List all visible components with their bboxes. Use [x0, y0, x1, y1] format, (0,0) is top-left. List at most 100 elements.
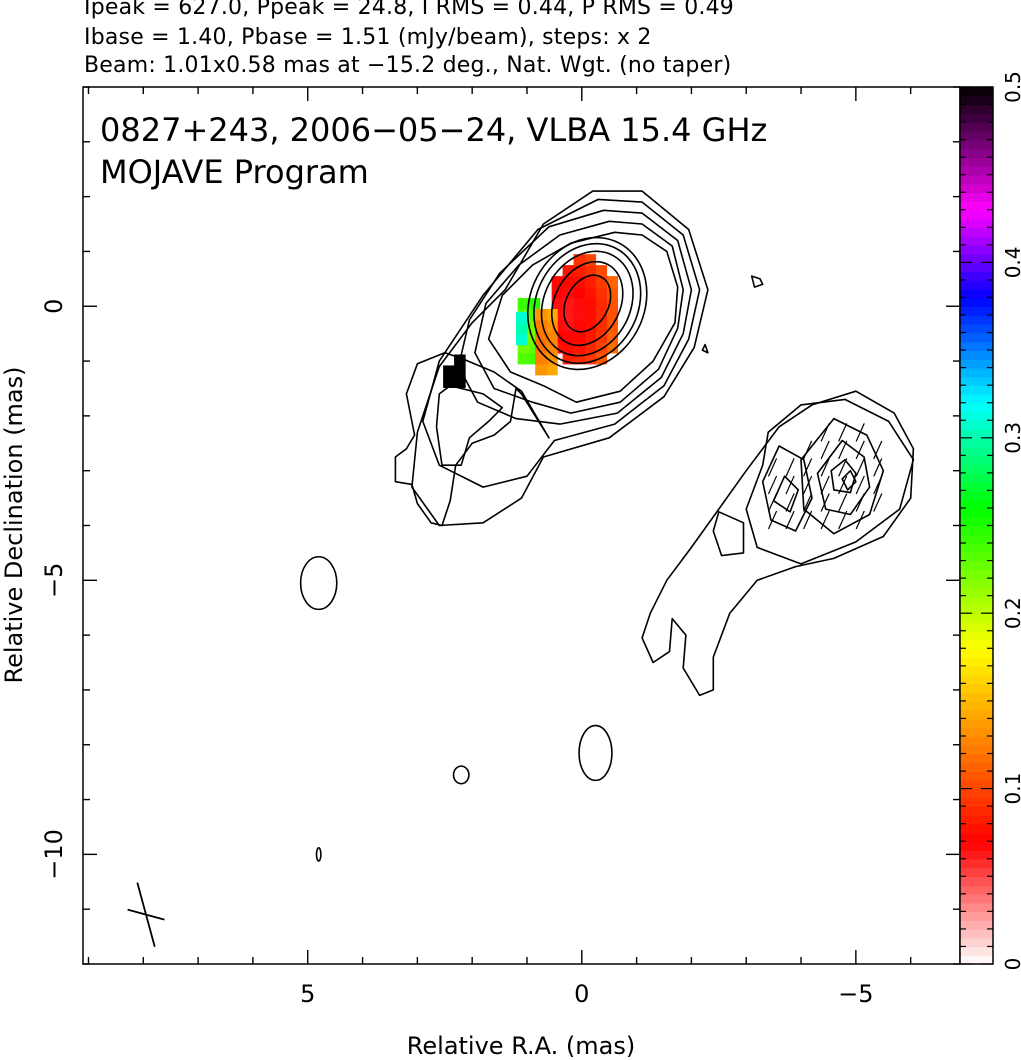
colorbar-cell: [960, 516, 993, 527]
evpa-tick: [838, 510, 848, 530]
colorbar-cell: [960, 648, 993, 658]
pol-pixel-core: [551, 298, 564, 310]
pol-pixel-knot: [546, 352, 558, 365]
colorbar-cell: [960, 674, 993, 685]
pol-pixel-core: [584, 341, 597, 354]
colorbar-cell: [960, 297, 993, 308]
pol-pixel-core: [584, 254, 597, 266]
colorbar-cell: [960, 113, 993, 123]
colorbar-cell: [960, 902, 993, 913]
pol-pixel-core: [562, 276, 575, 288]
colorbar-cell: [960, 955, 993, 965]
pol-pixel-core: [562, 341, 575, 354]
colorbar-cell: [960, 376, 993, 386]
evpa-tick: [838, 493, 848, 512]
polarization-pixels: [443, 254, 619, 388]
pol-pixel-core: [573, 265, 586, 277]
colorbar-cell: [960, 876, 993, 886]
colorbar-cell: [960, 411, 993, 422]
lobe-outer-contour: [641, 390, 915, 697]
pol-pixel-knot: [528, 352, 541, 365]
colorbar-cell: [960, 183, 993, 194]
colorbar-cell: [960, 797, 993, 807]
evpa-tick: [838, 458, 848, 477]
colorbar-cell: [960, 551, 993, 562]
colorbar-cell: [960, 779, 993, 790]
pol-pixel-knot: [516, 311, 528, 324]
pol-pixel-knot: [517, 298, 530, 310]
pol-pixel-core: [606, 276, 619, 288]
colorbar-cell: [960, 569, 993, 579]
colorbar-cell: [960, 753, 993, 764]
pol-pixel-core: [573, 298, 586, 310]
core-outer-contour: [411, 190, 709, 527]
south-contour: [578, 724, 613, 782]
pol-pixel-core: [606, 308, 619, 321]
pol-pixel-core: [573, 352, 586, 365]
plot-frame: [82, 86, 961, 965]
evpa-tick: [873, 493, 883, 512]
core-contour: [551, 260, 624, 347]
core-contour: [526, 236, 648, 371]
colorbar-cell: [960, 586, 993, 597]
pol-pixel-core: [562, 308, 575, 321]
pol-pixel-knot: [546, 341, 558, 354]
colorbar-cell: [960, 253, 993, 264]
pol-pixel-core: [584, 265, 597, 277]
evpa-tick: [855, 493, 865, 512]
colorbar-cell: [960, 165, 993, 176]
colorbar-cell: [960, 130, 993, 141]
evpa-tick: [855, 458, 865, 477]
colorbar-cell: [960, 271, 993, 281]
colorbar-cell: [960, 928, 993, 939]
evpa-ticks: [767, 423, 883, 530]
colorbar-cell: [960, 429, 993, 439]
colorbar-cell: [960, 279, 993, 290]
colorbar-cell: [960, 709, 993, 720]
pol-pixel-core: [606, 341, 619, 354]
pol-pixel-core: [595, 276, 608, 288]
pol-pixel-core: [573, 319, 586, 332]
colorbar-cell: [960, 490, 993, 500]
colorbar-cell: [960, 885, 993, 895]
pol-pixel-core: [573, 341, 586, 354]
colorbar-tick-label: 0.4: [1001, 246, 1021, 278]
colorbar-cell: [960, 174, 993, 185]
colorbar-cell: [960, 201, 993, 211]
colorbar-cell: [960, 718, 993, 729]
colorbar-cell: [960, 332, 993, 343]
colorbar-cell: [960, 499, 993, 509]
evpa-tick: [803, 493, 813, 512]
colorbar-cell: [960, 639, 993, 650]
pol-pixel-core: [595, 308, 608, 321]
colorbar-cell: [960, 867, 993, 878]
pol-pixel-knot: [535, 330, 547, 343]
chart-subtitle: MOJAVE Program: [100, 153, 369, 191]
pol-pixel-edge: [443, 365, 455, 378]
evpa-tick: [855, 440, 865, 460]
small-contour: [750, 275, 764, 288]
lobe-contour: [712, 511, 745, 557]
x-axis-label: Relative R.A. (mas): [407, 1032, 635, 1060]
colorbar-tick-label: 0.5: [1001, 71, 1021, 103]
pol-pixel-edge: [454, 365, 466, 378]
pol-pixel-knot: [535, 363, 547, 376]
colorbar-cell: [960, 806, 993, 816]
evpa-tick: [803, 510, 813, 530]
colorbar-cell: [960, 920, 993, 930]
pol-pixel-core: [573, 287, 586, 299]
colorbar-cell: [960, 87, 993, 97]
colorbar-cell: [960, 937, 993, 948]
colorbar-cell: [960, 841, 993, 851]
pol-pixel-core: [584, 352, 597, 365]
core-contour: [563, 274, 612, 333]
colorbar-cell: [960, 727, 993, 737]
pol-pixel-knot: [528, 341, 541, 354]
evpa-tick: [820, 510, 830, 530]
pol-pixel-edge: [443, 376, 455, 388]
colorbar-cell: [960, 341, 993, 351]
lobe-contour: [816, 439, 871, 516]
evpa-tick: [785, 458, 795, 477]
colorbar-cell: [960, 358, 993, 369]
jet-contour: [394, 352, 550, 527]
